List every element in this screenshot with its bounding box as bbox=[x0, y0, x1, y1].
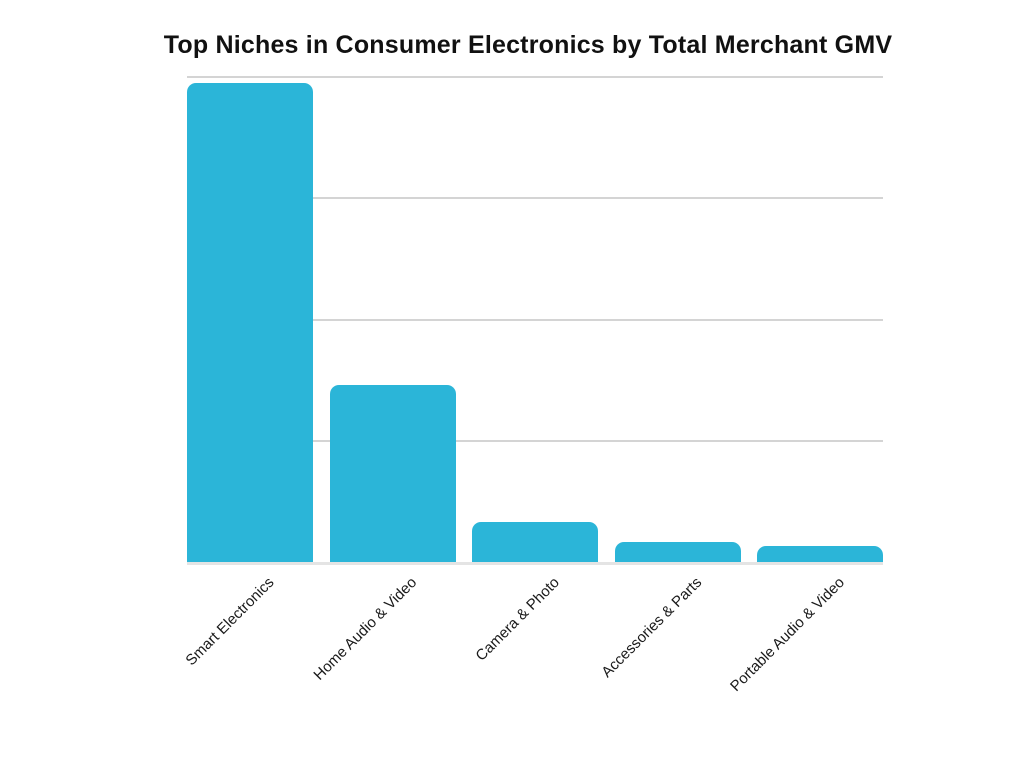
bar-series bbox=[187, 77, 883, 562]
bar-portable-audio-video bbox=[757, 546, 883, 562]
bar-home-audio-video bbox=[329, 384, 456, 562]
x-axis-label: Accessories & Parts bbox=[598, 574, 706, 681]
gridline bbox=[187, 318, 883, 321]
plot-area bbox=[187, 76, 883, 565]
x-axis-label: Camera & Photo bbox=[472, 574, 564, 665]
x-axis-label: Portable Audio & Video bbox=[727, 574, 849, 695]
gridline bbox=[187, 76, 883, 78]
bar-smart-electronics bbox=[187, 82, 313, 562]
gridline bbox=[187, 439, 883, 442]
x-axis-label: Smart Electronics bbox=[182, 574, 279, 670]
bar-camera-photo bbox=[472, 522, 598, 562]
bar-accessories-parts bbox=[614, 542, 741, 562]
gridline bbox=[187, 197, 883, 200]
chart-title: Top Niches in Consumer Electronics by To… bbox=[163, 31, 893, 59]
x-axis-label: Home Audio & Video bbox=[310, 574, 421, 684]
